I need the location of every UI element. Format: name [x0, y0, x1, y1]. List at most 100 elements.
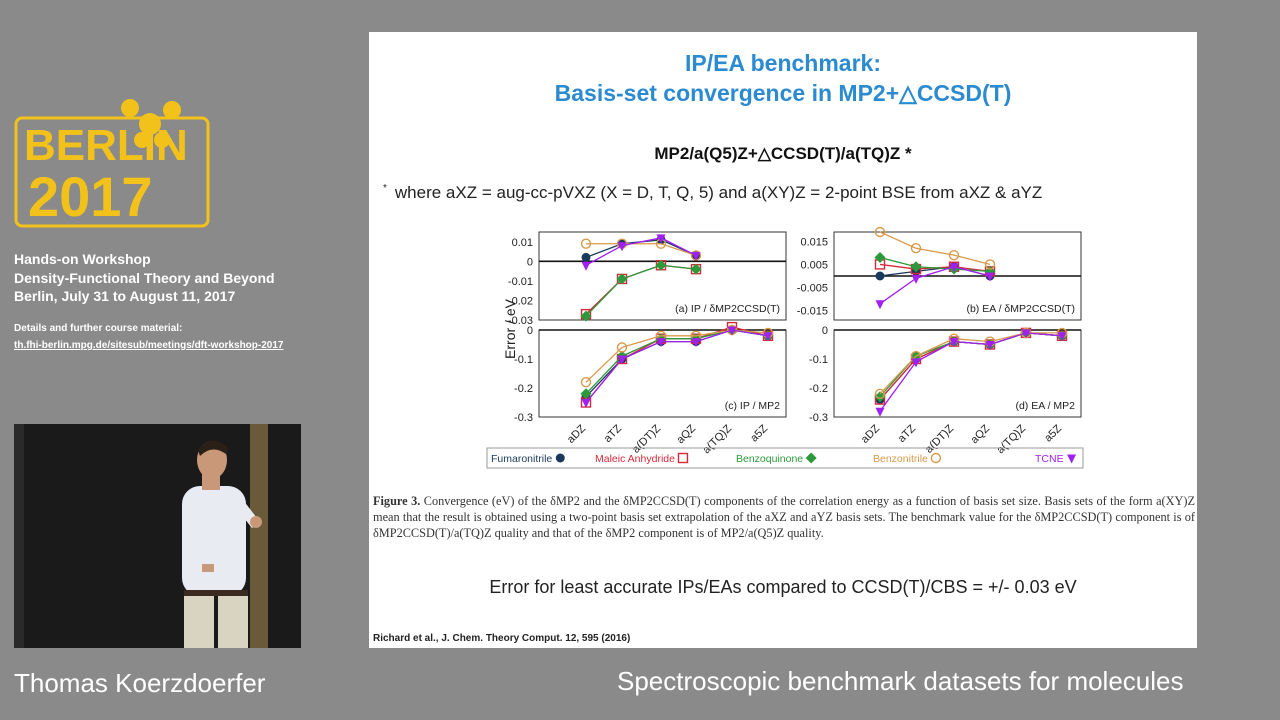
data-point: [581, 261, 591, 271]
data-point: [763, 332, 773, 342]
x-tick-label: aDZ: [565, 422, 588, 445]
data-point: [874, 226, 886, 238]
legend-marker: [677, 452, 689, 464]
data-point: [691, 251, 701, 261]
series-line-tcne: [585, 237, 697, 266]
legend-marker: [805, 452, 817, 464]
y-tick-label: -0.2: [514, 383, 533, 395]
data-point: [617, 242, 627, 252]
workshop-line-1: Hands-on Workshop: [14, 251, 151, 267]
y-tick-label: 0.005: [800, 259, 828, 271]
y-tick-label: -0.1: [514, 354, 533, 366]
workshop-line-3: Berlin, July 31 to August 11, 2017: [14, 288, 236, 304]
legend-marker: [555, 453, 565, 463]
x-tick-label: aQZ: [674, 422, 698, 446]
data-point: [580, 377, 592, 388]
series-line-benzonitrile: [586, 243, 697, 257]
data-point: [1057, 332, 1067, 342]
convergence-charts: Error / eV 0.01 0 -0.01 -0.02 -0.03 (a) IP / …: [486, 226, 1084, 469]
basis-note: * where aXZ = aug-cc-pVXZ (X = D, T, Q, 5…: [383, 183, 1042, 203]
workshop-info: Hands-on Workshop Density-Functional The…: [14, 250, 275, 306]
presentation-slide: IP/EA benchmark: Basis-set convergence i…: [369, 32, 1197, 648]
speaker-name: Thomas Koerzdoerfer: [14, 668, 266, 698]
course-details: Details and further course material: th.…: [14, 320, 283, 354]
legend-entry: Benzonitrile: [873, 453, 928, 465]
legend-box: [486, 447, 1084, 469]
caption-text: Convergence (eV) of the δMP2 and the δMP…: [373, 494, 1195, 540]
series-line-fumaronitrile: [585, 329, 769, 398]
y-tick-label: -0.3: [514, 412, 533, 424]
data-point: [617, 355, 627, 365]
legend-marker: [930, 452, 942, 464]
data-point: [911, 274, 921, 284]
y-tick-label: -0.01: [508, 276, 533, 288]
data-point: [985, 272, 995, 282]
reference: Richard et al., J. Chem. Theory Comput. …: [373, 633, 631, 644]
data-point: [690, 263, 702, 275]
y-tick-label: 0.01: [512, 237, 533, 249]
caption-head: Figure 3.: [373, 494, 421, 508]
speaker-video: [14, 424, 301, 648]
series-line-benzonitrile: [879, 332, 1062, 395]
data-point: [985, 341, 995, 350]
series-line-tcne: [879, 266, 991, 305]
x-tick-label: a5Z: [1042, 422, 1064, 444]
x-tick-label: aTZ: [896, 422, 919, 445]
panel-label: (d) EA / MP2: [1015, 400, 1075, 412]
y-tick-label: 0: [527, 256, 533, 268]
data-point: [581, 399, 591, 408]
talk-title: Spectroscopic benchmark datasets for mol…: [617, 666, 1184, 696]
data-point: [580, 310, 592, 322]
y-tick-label: 0: [527, 325, 533, 337]
data-point: [580, 238, 592, 249]
legend-entry: TCNE: [1035, 453, 1064, 465]
note-asterisk: *: [383, 183, 387, 194]
series-line-benzoquinone: [879, 256, 991, 273]
x-tick-label: a(TQ)Z: [995, 422, 1029, 456]
data-point: [875, 407, 885, 417]
y-tick-label: -0.02: [508, 295, 533, 307]
x-tick-label: a(DT)Z: [923, 422, 956, 455]
panel-frame: [538, 231, 787, 321]
x-tick-label: a5Z: [748, 422, 770, 444]
data-point: [580, 388, 592, 400]
y-tick-label: 0: [822, 325, 828, 337]
series-line-benzoquinone: [585, 329, 769, 395]
x-tick-label: aTZ: [602, 422, 625, 445]
y-tick-label: -0.03: [508, 315, 533, 327]
series-line-benzonitrile: [585, 329, 769, 383]
data-point: [911, 358, 921, 368]
data-point: [616, 273, 628, 285]
speaker-figure: [14, 424, 301, 648]
workshop-line-2: Density-Functional Theory and Beyond: [14, 269, 275, 286]
legend-entry: Fumaronitrile: [491, 453, 552, 465]
y-tick-label: -0.2: [809, 383, 828, 395]
legend-marker: [1067, 454, 1077, 464]
panel-label: (a) IP / δMP2CCSD(T): [675, 303, 780, 315]
series-line-benzoquinone: [585, 264, 697, 317]
x-tick-label: a(TQ)Z: [701, 422, 735, 456]
data-point: [656, 234, 666, 244]
series-line-tcne: [585, 329, 769, 403]
berlin-2017-logo: BERLIN 2017: [14, 99, 210, 228]
method-formula: MP2/a(Q5)Z+△CCSD(T)/a(TQ)Z *: [654, 144, 912, 163]
panel-label: (b) EA / δMP2CCSD(T): [966, 303, 1075, 315]
data-point: [1021, 329, 1031, 339]
y-tick-label: -0.005: [797, 283, 828, 295]
svg-text:2017: 2017: [28, 165, 153, 228]
data-point: [874, 251, 886, 263]
data-point: [949, 263, 959, 273]
series-line-tcne: [879, 332, 1063, 412]
y-tick-label: -0.3: [809, 412, 828, 424]
data-point: [910, 261, 922, 273]
y-tick-label: -0.1: [809, 354, 828, 366]
series-line-benzonitrile: [879, 231, 991, 266]
accuracy-statement: Error for least accurate IPs/EAs compare…: [489, 577, 1077, 597]
data-point: [910, 243, 922, 254]
x-tick-label: aQZ: [968, 422, 992, 446]
note-text: where aXZ = aug-cc-pVXZ (X = D, T, Q, 5)…: [394, 183, 1043, 202]
details-label: Details and further course material:: [14, 323, 183, 334]
course-material-link[interactable]: th.fhi-berlin.mpg.de/sitesub/meetings/df…: [14, 340, 284, 351]
slide-title-line-2: Basis-set convergence in MP2+△CCSD(T): [554, 80, 1012, 106]
data-point: [874, 388, 886, 399]
